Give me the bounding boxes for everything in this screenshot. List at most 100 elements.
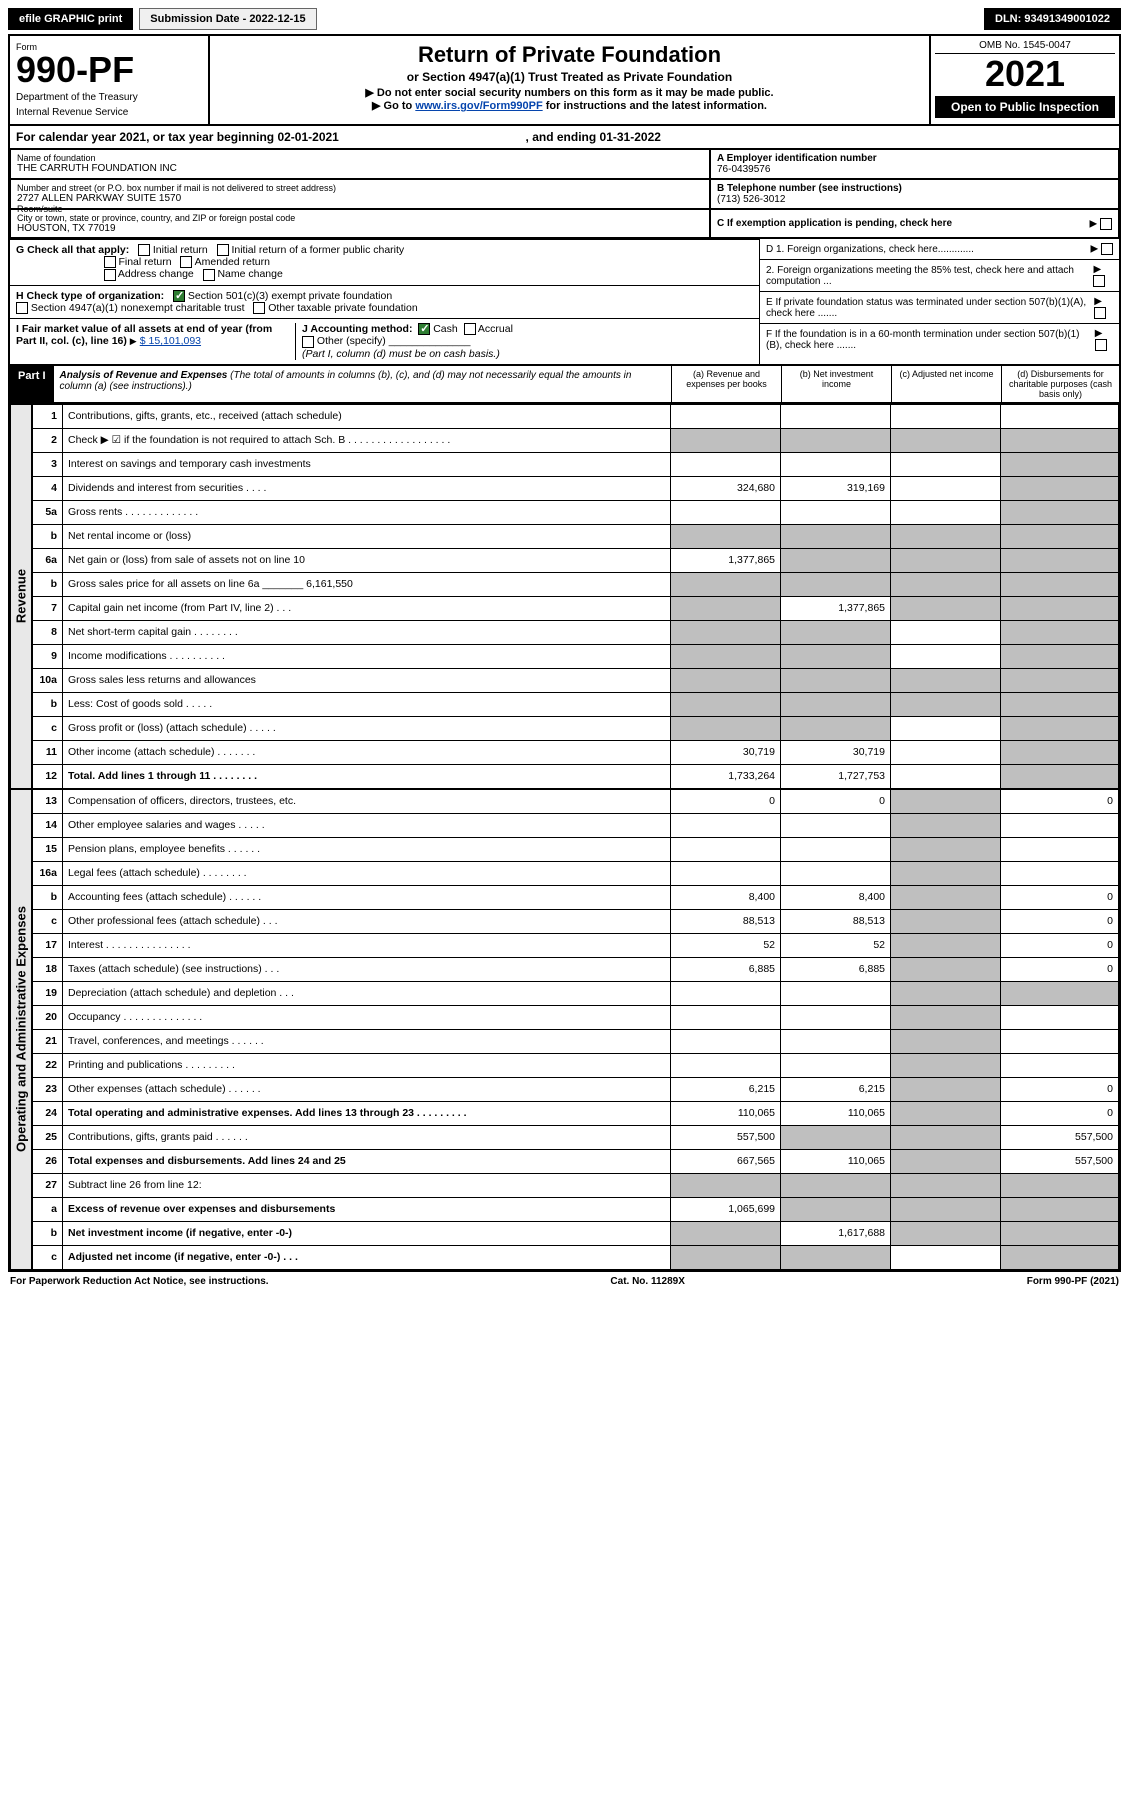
line-number: b: [33, 885, 63, 909]
h-4947-checkbox[interactable]: [16, 302, 28, 314]
line-value: [671, 500, 781, 524]
g-amended-checkbox[interactable]: [180, 256, 192, 268]
line-number: 4: [33, 476, 63, 500]
line-value: [1001, 452, 1119, 476]
line-value: 110,065: [781, 1101, 891, 1125]
city-label: City or town, state or province, country…: [17, 213, 703, 223]
j-cash-checkbox[interactable]: [418, 323, 430, 335]
line-desc: Dividends and interest from securities .…: [63, 476, 671, 500]
line-value: [1001, 572, 1119, 596]
line-desc: Gross sales price for all assets on line…: [63, 572, 671, 596]
line-desc: Other professional fees (attach schedule…: [63, 909, 671, 933]
line-value: [781, 1173, 891, 1197]
d1-label: D 1. Foreign organizations, check here..…: [766, 244, 974, 255]
line-value: [1001, 837, 1119, 861]
line-value: [671, 692, 781, 716]
line-value: [781, 404, 891, 428]
inspection-badge: Open to Public Inspection: [935, 96, 1115, 118]
g-address-checkbox[interactable]: [104, 269, 116, 281]
line-number: 20: [33, 1005, 63, 1029]
line-value: [891, 428, 1001, 452]
line-desc: Excess of revenue over expenses and disb…: [63, 1197, 671, 1221]
line-value: [671, 716, 781, 740]
line-value: 6,885: [671, 957, 781, 981]
line-number: c: [33, 1245, 63, 1269]
g-opt-4: Address change: [118, 268, 194, 280]
j-other-checkbox[interactable]: [302, 336, 314, 348]
line-value: [891, 1197, 1001, 1221]
line-number: 12: [33, 764, 63, 788]
table-row: 26Total expenses and disbursements. Add …: [33, 1149, 1119, 1173]
irs-link[interactable]: www.irs.gov/Form990PF: [415, 100, 542, 112]
table-row: 23Other expenses (attach schedule) . . .…: [33, 1077, 1119, 1101]
line-number: 16a: [33, 861, 63, 885]
g-name-checkbox[interactable]: [203, 269, 215, 281]
table-row: 11Other income (attach schedule) . . . .…: [33, 740, 1119, 764]
g-initial-checkbox[interactable]: [138, 244, 150, 256]
line-value: [891, 789, 1001, 813]
d2-checkbox[interactable]: [1093, 275, 1105, 287]
table-row: 27Subtract line 26 from line 12:: [33, 1173, 1119, 1197]
line-value: [781, 572, 891, 596]
line-value: [671, 1005, 781, 1029]
line-value: 0: [1001, 1101, 1119, 1125]
line-value: 52: [671, 933, 781, 957]
d1-checkbox[interactable]: [1101, 243, 1113, 255]
line-value: [671, 404, 781, 428]
line-value: [1001, 1197, 1119, 1221]
g-initial-former-checkbox[interactable]: [217, 244, 229, 256]
section-g: G Check all that apply: Initial return I…: [10, 239, 759, 285]
line-value: [891, 1245, 1001, 1269]
line-value: [891, 981, 1001, 1005]
j-accrual-checkbox[interactable]: [464, 323, 476, 335]
line-value: 1,617,688: [781, 1221, 891, 1245]
h-other-checkbox[interactable]: [253, 302, 265, 314]
line-desc: Total expenses and disbursements. Add li…: [63, 1149, 671, 1173]
line-value: [891, 644, 1001, 668]
c-checkbox[interactable]: [1100, 218, 1112, 230]
efile-badge[interactable]: efile GRAPHIC print: [8, 8, 133, 30]
f-checkbox[interactable]: [1095, 339, 1107, 351]
g-final-checkbox[interactable]: [104, 256, 116, 268]
line-value: [671, 1053, 781, 1077]
col-a-head: (a) Revenue and expenses per books: [671, 366, 781, 402]
form-container: Form 990-PF Department of the Treasury I…: [8, 34, 1121, 1272]
line-value: [891, 452, 1001, 476]
dln-badge: DLN: 93491349001022: [984, 8, 1121, 30]
line-value: [671, 668, 781, 692]
i-value[interactable]: $ 15,101,093: [140, 335, 201, 347]
line-value: 1,377,865: [781, 596, 891, 620]
line-value: [891, 1125, 1001, 1149]
table-row: 17Interest . . . . . . . . . . . . . . .…: [33, 933, 1119, 957]
line-value: [891, 837, 1001, 861]
footer-right: Form 990-PF (2021): [1027, 1276, 1119, 1287]
line-value: [781, 668, 891, 692]
col-c-head: (c) Adjusted net income: [891, 366, 1001, 402]
c-cell: C If exemption application is pending, c…: [710, 209, 1119, 238]
e-checkbox[interactable]: [1094, 307, 1106, 319]
instr-2-post: for instructions and the latest informat…: [543, 100, 767, 112]
table-row: 18Taxes (attach schedule) (see instructi…: [33, 957, 1119, 981]
line-number: 3: [33, 452, 63, 476]
line-value: [671, 1029, 781, 1053]
cal-end: 01-31-2022: [600, 130, 661, 144]
phone-label: B Telephone number (see instructions): [717, 183, 1112, 194]
calendar-year-row: For calendar year 2021, or tax year begi…: [10, 124, 1119, 149]
line-value: [781, 452, 891, 476]
phone-cell: B Telephone number (see instructions) (7…: [710, 179, 1119, 209]
line-value: [781, 1053, 891, 1077]
revenue-table: 1Contributions, gifts, grants, etc., rec…: [32, 404, 1119, 789]
footer-mid: Cat. No. 11289X: [610, 1276, 684, 1287]
line-desc: Subtract line 26 from line 12:: [63, 1173, 671, 1197]
line-desc: Printing and publications . . . . . . . …: [63, 1053, 671, 1077]
expenses-table: 13Compensation of officers, directors, t…: [32, 789, 1119, 1270]
name-cell: Name of foundation THE CARRUTH FOUNDATIO…: [10, 149, 710, 179]
line-value: 324,680: [671, 476, 781, 500]
line-value: [1001, 500, 1119, 524]
line-value: [1001, 1245, 1119, 1269]
line-value: 6,215: [671, 1077, 781, 1101]
top-bar: efile GRAPHIC print Submission Date - 20…: [8, 8, 1121, 30]
h-501c3-checkbox[interactable]: [173, 290, 185, 302]
table-row: cAdjusted net income (if negative, enter…: [33, 1245, 1119, 1269]
line-value: 30,719: [671, 740, 781, 764]
